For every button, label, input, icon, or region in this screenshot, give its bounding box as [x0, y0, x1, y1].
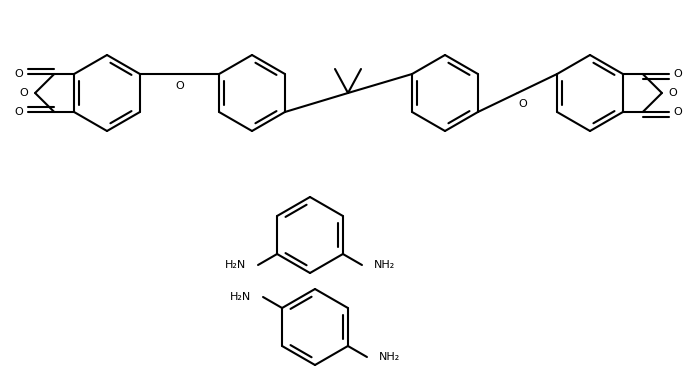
- Text: H₂N: H₂N: [230, 291, 251, 301]
- Text: O: O: [673, 69, 682, 79]
- Text: O: O: [673, 107, 682, 117]
- Text: O: O: [668, 88, 677, 98]
- Text: NH₂: NH₂: [379, 353, 400, 363]
- Text: O: O: [15, 107, 24, 117]
- Text: H₂N: H₂N: [224, 261, 246, 271]
- Text: O: O: [519, 99, 527, 109]
- Text: NH₂: NH₂: [374, 261, 395, 271]
- Text: O: O: [175, 81, 184, 91]
- Text: O: O: [15, 69, 24, 79]
- Text: O: O: [20, 88, 29, 98]
